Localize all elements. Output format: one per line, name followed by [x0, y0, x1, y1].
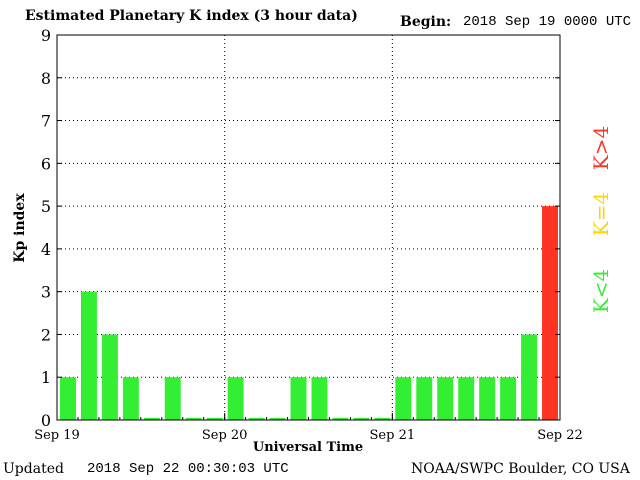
kp-bar — [332, 417, 349, 420]
kp-bar — [437, 377, 454, 420]
kp-bar — [500, 377, 517, 420]
y-tick-label: 1 — [41, 368, 51, 387]
y-tick-label: 0 — [41, 411, 51, 430]
kp-bar — [269, 417, 286, 420]
legend-k-equal-4: K=4 — [589, 191, 613, 237]
y-tick-label: 6 — [41, 154, 51, 173]
plot-frame — [56, 34, 561, 421]
kp-bar — [80, 291, 97, 420]
x-tick-label: Sep 22 — [537, 428, 583, 443]
y-axis-label: Kp index — [12, 193, 28, 263]
kp-bar — [395, 377, 412, 420]
kp-bar — [206, 417, 223, 420]
y-tick-label: 7 — [41, 112, 51, 131]
kp-bar — [521, 334, 538, 420]
kp-bar — [227, 377, 244, 420]
x-axis-label: Universal Time — [252, 440, 364, 455]
chart-title: Estimated Planetary K index (3 hour data… — [25, 8, 358, 24]
begin-value: 2018 Sep 19 0000 UTC — [463, 14, 632, 30]
kp-bar — [122, 377, 139, 420]
y-tick-label: 5 — [41, 197, 51, 216]
kp-bar — [353, 417, 370, 420]
kp-bar — [60, 377, 76, 420]
kp-bar — [416, 377, 433, 420]
updated-label: Updated — [3, 461, 64, 477]
kp-bar — [248, 417, 265, 420]
kp-bar — [479, 377, 496, 420]
footer-credit: NOAA/SWPC Boulder, CO USA — [411, 461, 630, 477]
kp-bar — [143, 417, 160, 420]
kp-bar — [542, 206, 558, 420]
legend-k-below-4: K<4 — [589, 268, 613, 314]
begin-label: Begin: — [400, 14, 452, 30]
x-tick-label: Sep 21 — [370, 428, 416, 443]
kp-bar — [185, 417, 202, 420]
y-tick-label: 3 — [41, 283, 51, 302]
kp-bar — [101, 334, 118, 420]
x-tick-label: Sep 20 — [202, 428, 248, 443]
y-tick-label: 9 — [41, 26, 51, 45]
kp-bar — [164, 377, 181, 420]
y-tick-label: 4 — [41, 240, 51, 259]
kp-bar — [458, 377, 475, 420]
y-tick-label: 2 — [41, 325, 51, 344]
x-tick-label: Sep 19 — [34, 428, 80, 443]
updated-timestamp: 2018 Sep 22 00:30:03 UTC — [87, 461, 289, 477]
kp-bar — [374, 417, 391, 420]
legend-k-above-4: K>4 — [589, 125, 613, 171]
kp-bar — [290, 377, 307, 420]
y-tick-label: 8 — [41, 69, 51, 88]
kp-bar — [311, 377, 328, 420]
